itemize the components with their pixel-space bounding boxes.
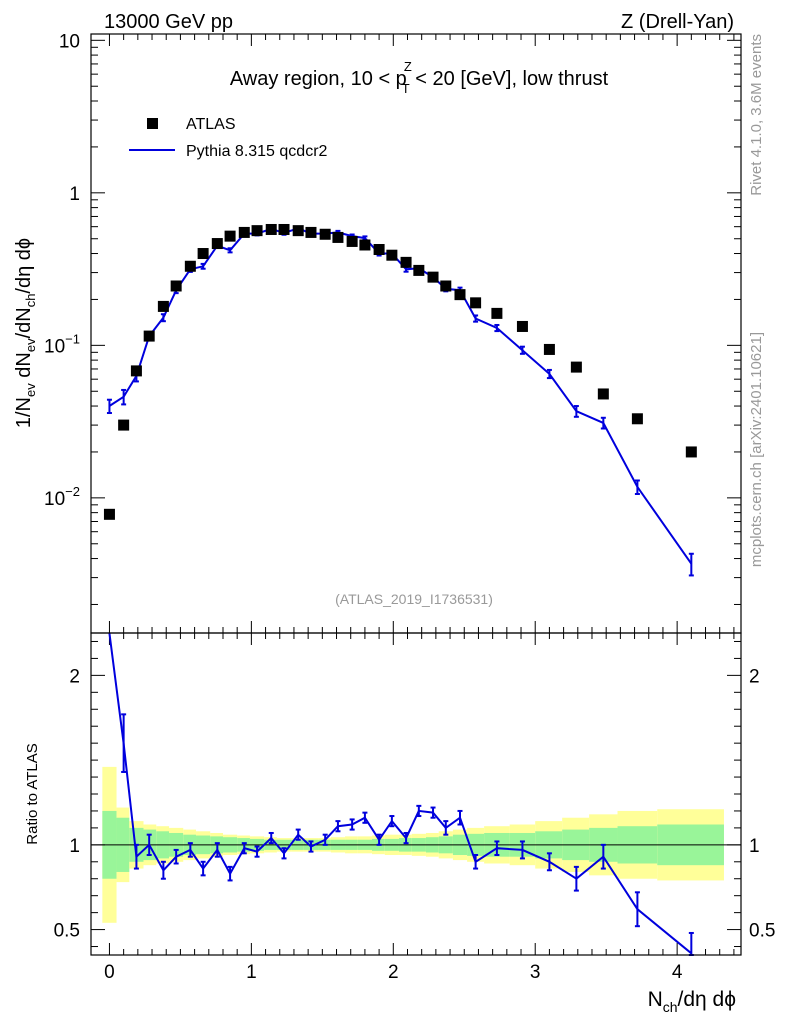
xlabel-sub: ch bbox=[663, 999, 678, 1015]
data-point bbox=[170, 280, 182, 292]
data-point bbox=[346, 235, 358, 247]
data-point bbox=[143, 330, 155, 342]
y-tick-label: 10−2 bbox=[44, 484, 80, 510]
plot-title-post: < 20 [GeV], low thrust bbox=[410, 68, 609, 90]
plot-title-sub: T bbox=[402, 81, 410, 96]
ylabel-a: 1/N bbox=[13, 397, 35, 428]
ylabel-b: dN bbox=[13, 352, 35, 383]
y-tick-exp: −2 bbox=[65, 484, 80, 499]
data-points bbox=[103, 223, 697, 520]
y-tick-base: 10 bbox=[44, 336, 65, 357]
ylabel-b-sub: ev bbox=[23, 338, 38, 352]
rivet-label: Rivet 4.1.0, 3.6M events bbox=[748, 34, 765, 196]
data-point bbox=[197, 248, 209, 260]
x-tick-label: 0 bbox=[104, 962, 115, 983]
data-point bbox=[305, 226, 317, 238]
data-point bbox=[454, 289, 466, 301]
x-tick-label: 1 bbox=[246, 962, 257, 983]
y-tick-base: 10 bbox=[44, 489, 65, 510]
data-point bbox=[631, 413, 643, 425]
x-tick-label: 2 bbox=[388, 962, 399, 983]
data-point bbox=[224, 230, 236, 242]
data-point bbox=[427, 271, 439, 283]
data-point bbox=[278, 223, 290, 235]
plot-title-pre: Away region, 10 < p bbox=[230, 68, 407, 90]
legend-marker-square bbox=[147, 118, 158, 129]
data-point bbox=[251, 225, 263, 237]
data-point bbox=[184, 260, 196, 272]
xlabel-main: N bbox=[648, 988, 663, 1011]
ylabel-c-sub: ch bbox=[23, 294, 38, 308]
data-point bbox=[570, 361, 582, 373]
ratio-y-tick-label-right: 1 bbox=[749, 836, 760, 857]
data-point bbox=[685, 446, 697, 458]
data-point bbox=[118, 419, 130, 431]
xlabel-rest: /dη dϕ bbox=[678, 988, 736, 1011]
data-point bbox=[130, 365, 142, 377]
plot-title-sup: Z bbox=[404, 59, 412, 74]
data-point bbox=[470, 297, 482, 309]
ratio-y-tick-label: 1 bbox=[69, 836, 80, 857]
x-tick-label: 3 bbox=[530, 962, 541, 983]
x-tick-labels: 0 1 2 3 4 bbox=[104, 962, 683, 983]
legend-label-mc: Pythia 8.315 qcdcr2 bbox=[186, 143, 328, 160]
data-point bbox=[292, 225, 304, 237]
plot-title: Away region, 10 < pZ T < 20 [GeV], low th… bbox=[230, 59, 609, 96]
data-point bbox=[597, 388, 609, 400]
data-point bbox=[332, 231, 344, 243]
data-point bbox=[265, 223, 277, 235]
analysis-id: (ATLAS_2019_I1736531) bbox=[335, 591, 493, 607]
ratio-y-tick-label-right: 0.5 bbox=[749, 921, 775, 942]
data-point bbox=[157, 300, 169, 312]
data-point bbox=[491, 307, 503, 319]
right-title: Z (Drell-Yan) bbox=[621, 11, 734, 33]
y-tick-exp: −1 bbox=[65, 331, 80, 346]
ylabel-d: /dη dϕ bbox=[13, 238, 35, 294]
data-point bbox=[211, 238, 223, 250]
y-axis-label: 1/Nev dNev/dNch/dη dϕ bbox=[13, 238, 38, 428]
data-point bbox=[373, 244, 385, 256]
data-point bbox=[103, 508, 115, 520]
mc-error-bars bbox=[106, 225, 694, 577]
mcplots-label: mcplots.cern.ch [arXiv:2401.10621] bbox=[748, 332, 765, 567]
main-ticks bbox=[91, 34, 741, 633]
data-point bbox=[238, 226, 250, 238]
ratio-frame bbox=[90, 632, 742, 956]
left-title: 13000 GeV pp bbox=[104, 11, 233, 33]
ratio-series-line bbox=[108, 632, 692, 955]
y-tick-label: 10 bbox=[59, 31, 80, 52]
ratio-y-tick-label: 2 bbox=[69, 666, 80, 687]
ratio-panel: 0.5 0.5 1 1 2 2 0 1 2 3 4 Ratio to ATLAS Nch/dη d… bbox=[24, 632, 776, 1015]
ylabel-c: /dN bbox=[13, 307, 35, 338]
data-point bbox=[400, 256, 412, 268]
x-tick-label: 4 bbox=[672, 962, 683, 983]
data-point bbox=[319, 228, 331, 240]
data-point bbox=[543, 343, 555, 355]
data-point bbox=[516, 320, 528, 332]
ratio-y-tick-label: 0.5 bbox=[54, 921, 80, 942]
ylabel-a-sub: ev bbox=[23, 383, 38, 397]
ratio-y-tick-labels: 0.5 0.5 1 1 2 2 bbox=[54, 666, 776, 941]
data-point bbox=[413, 264, 425, 276]
ratio-y-axis-label: Ratio to ATLAS bbox=[24, 743, 41, 844]
data-point bbox=[386, 249, 398, 261]
data-point bbox=[359, 239, 371, 251]
ratio-ticks bbox=[91, 633, 741, 955]
legend-label-data: ATLAS bbox=[186, 116, 236, 133]
x-axis-label: Nch/dη dϕ bbox=[648, 988, 736, 1015]
y-tick-label: 1 bbox=[69, 184, 80, 205]
ratio-y-tick-label-right: 2 bbox=[749, 666, 760, 687]
data-point bbox=[440, 280, 452, 292]
y-tick-label: 10−1 bbox=[44, 331, 80, 357]
